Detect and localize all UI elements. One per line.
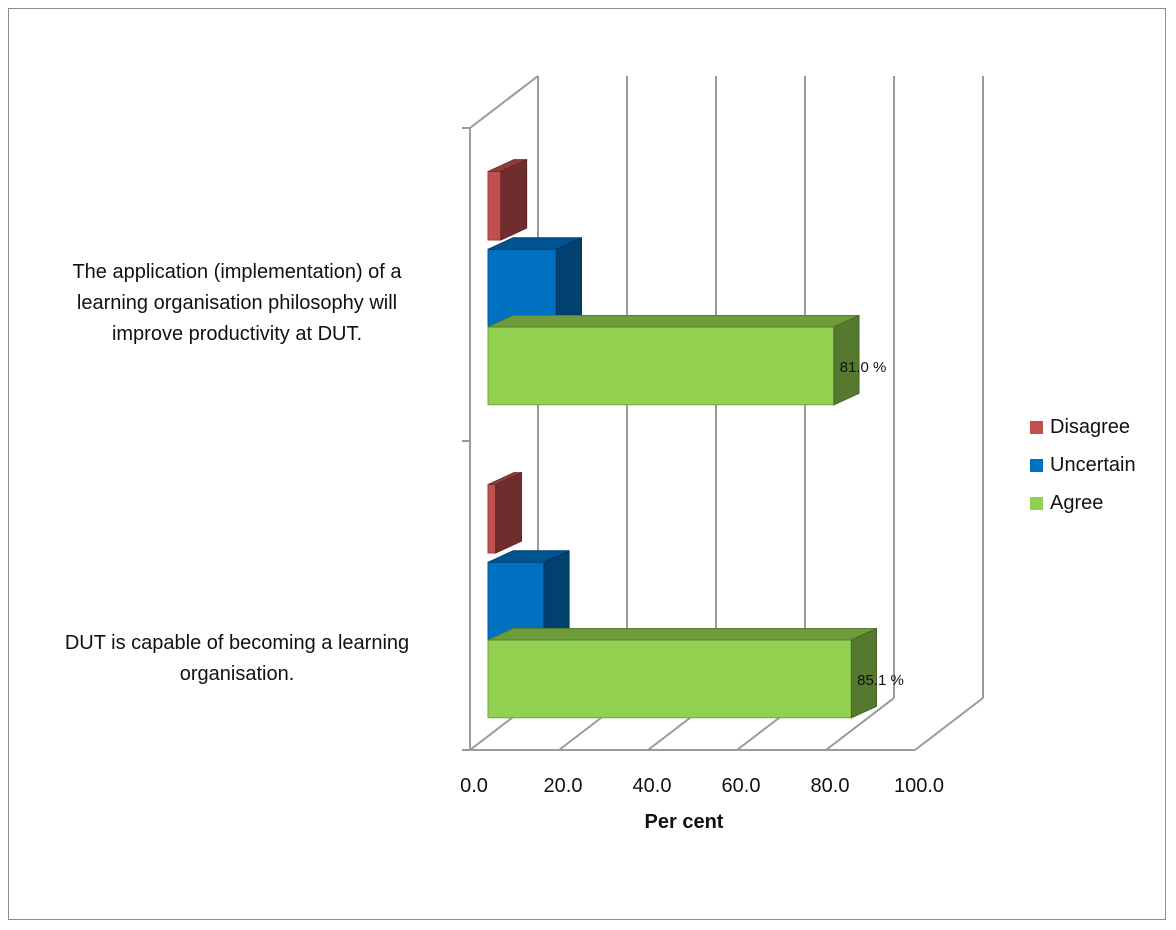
bars [487,158,878,719]
bar-side-uncertain [555,236,582,328]
category-label-capable: DUT is capable of becoming a learning or… [12,628,462,690]
data-label-agree: 81.0 % [840,359,887,376]
data-label-agree: 85.1 % [857,672,904,689]
legend-swatch-disagree [1030,420,1043,434]
bar-side-disagree [500,158,528,241]
legend-swatch-agree [1030,496,1043,510]
floor-gridline [825,697,895,751]
bar-side-agree [850,627,878,719]
bar-side-uncertain [543,549,570,641]
x-tick-label: 60.0 [722,775,761,797]
x-tick-label: 20.0 [544,775,583,797]
bar-front-agree [487,326,835,406]
chart-frame [8,8,1166,920]
left-wall-top-edge [469,75,539,129]
bar-top-agree [487,314,860,328]
floor-gridline [914,697,984,751]
legend-label: Disagree [1050,415,1131,438]
bar-front-disagree [487,484,497,554]
category-label-line: The application (implementation) of a [72,261,402,283]
x-axis-ticks: 0.0 20.0 40.0 60.0 80.0 100.0 [460,775,944,797]
legend-item-agree: Agree [1030,484,1136,522]
x-tick-label: 0.0 [460,775,488,797]
x-axis-title: Per cent [645,811,724,833]
legend-swatch-uncertain [1030,458,1043,472]
bar-front-agree [487,639,852,719]
legend-item-uncertain: Uncertain [1030,446,1136,484]
x-tick-label: 80.0 [811,775,850,797]
category-label-line: learning organisation philosophy will [76,292,398,314]
data-labels: 81.0 % 85.1 % [840,359,904,689]
bar-side-agree [833,314,860,406]
legend-item-disagree: Disagree [1030,408,1136,446]
x-tick-label: 40.0 [633,775,672,797]
category-label-line: DUT is capable of becoming a learning [64,632,410,654]
bar-front-disagree [487,171,502,241]
x-tick-label: 100.0 [894,775,944,797]
category-label-line: improve productivity at DUT. [111,323,363,345]
bar-side-disagree [495,471,523,554]
category-label-productivity: The application (implementation) of a le… [12,257,462,350]
category-label-line: organisation. [179,663,295,685]
legend-label: Agree [1050,491,1104,514]
legend-label: Uncertain [1050,453,1136,476]
bar-top-agree [487,627,877,641]
legend: Disagree Uncertain Agree [1030,408,1136,522]
